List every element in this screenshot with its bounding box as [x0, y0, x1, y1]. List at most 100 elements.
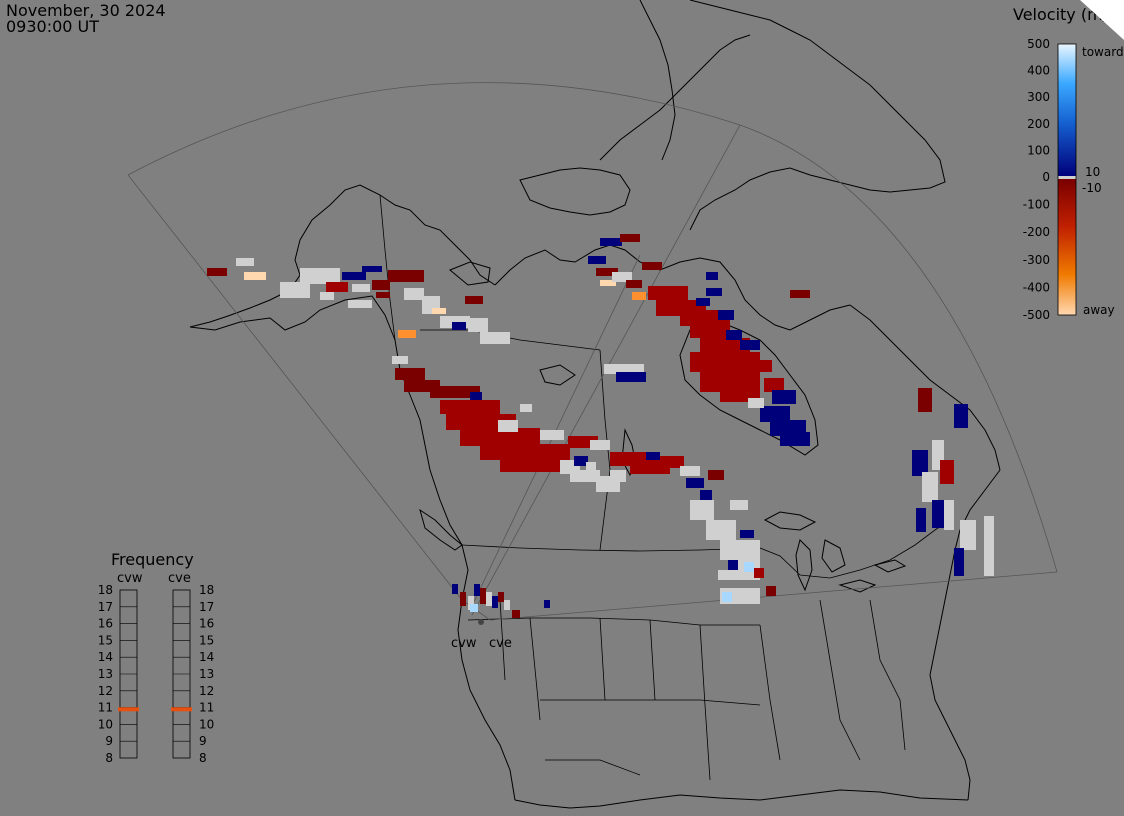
scatter-cell: [544, 600, 550, 608]
scatter-cell: [696, 298, 710, 306]
colorbar-toward-segment: [1058, 44, 1076, 176]
station-label-cve: cve: [489, 636, 512, 651]
colorbar-tick-label: -200: [1023, 225, 1050, 239]
scatter-cell: [726, 330, 742, 340]
scatter-cell: [465, 296, 483, 304]
scatter-cell: [766, 586, 776, 596]
scatter-cell: [498, 592, 504, 602]
scatter-cell: [452, 584, 458, 594]
scatter-cell: [612, 272, 632, 282]
scatter-cell: [740, 340, 760, 350]
frequency-marker: [118, 707, 139, 712]
colorbar-tick-label: -300: [1023, 253, 1050, 267]
scatter-cell: [700, 372, 760, 392]
toward-label: toward: [1082, 45, 1124, 59]
scatter-cell: [600, 280, 616, 286]
scatter-cell: [620, 234, 640, 242]
scatter-cell: [244, 272, 266, 280]
scatter-cell: [430, 386, 480, 398]
scatter-cell: [540, 430, 564, 440]
scatter-cell: [236, 258, 254, 266]
scatter-cell: [718, 570, 732, 580]
scatter-cell: [722, 592, 732, 602]
scatter-cell: [690, 324, 730, 338]
scatter-cell: [207, 268, 227, 276]
scatter-cell: [748, 398, 764, 408]
scatter-cell: [680, 466, 700, 476]
scatter-cell: [342, 272, 366, 280]
state-borders: [467, 599, 906, 781]
scatter-cell: [648, 286, 688, 300]
colorbar-tick-label: -500: [1023, 308, 1050, 322]
scatter-cell: [940, 460, 954, 484]
frequency-scale-label-right: 12: [199, 684, 214, 698]
frequency-panel: Frequency cvw cve 18 18 17 17 16 16 15 15 14 14 13…: [98, 550, 215, 765]
frequency-scale-label-right: 11: [199, 701, 214, 715]
scatter-cell: [280, 282, 310, 298]
frequency-radar-cve: cve: [168, 571, 191, 586]
scatter-cell: [326, 282, 348, 292]
time-label: 0930:00 UT: [6, 17, 99, 36]
scatter-cell: [754, 568, 764, 578]
frequency-scale-label-right: 14: [199, 650, 214, 664]
scatter-cell: [984, 516, 994, 576]
alaska-peninsula: [189, 184, 496, 328]
scatter-cell: [474, 584, 480, 596]
scatter-cell: [596, 268, 618, 276]
scatter-cell: [512, 610, 520, 618]
frequency-scale-label-left: 18: [98, 583, 113, 597]
scatter-cell: [708, 470, 724, 480]
colorbar-tick-label: 300: [1027, 90, 1050, 104]
great-bear-lake: [449, 261, 491, 286]
scatter-cell: [574, 456, 588, 466]
scatter-cell: [468, 596, 474, 610]
scatter-cell: [480, 332, 510, 344]
colorbar-tick-label: 0: [1042, 170, 1050, 184]
great-lakes-ontario: [873, 559, 907, 573]
scatter-cell: [520, 404, 532, 412]
scatter-cell: [460, 428, 540, 446]
gulf-coast: [514, 789, 969, 809]
scatter-cell: [300, 268, 340, 284]
scatter-cell: [348, 300, 372, 308]
frequency-scale-label-left: 11: [98, 701, 113, 715]
scatter-cell: [690, 352, 760, 372]
colorbar-ticks: 500 400 300 200 100 0 -100 -200 -300 -400 -500: [1023, 37, 1050, 322]
scatter-cell: [392, 356, 408, 364]
station-label-cvw: cvw: [451, 636, 477, 651]
colorbar-frame: [1057, 43, 1077, 316]
scatter-cell: [398, 330, 416, 338]
scatter-cell: [362, 266, 382, 272]
coastlines: [189, 0, 1001, 809]
scatter-cell: [764, 378, 784, 392]
great-slave-lake: [539, 364, 576, 386]
frequency-scale-label-right: 8: [199, 751, 207, 765]
alaska-canada-border: [379, 194, 396, 341]
ellesmere: [599, 34, 751, 161]
great-lakes-huron: [821, 539, 846, 573]
frequency-marker: [171, 707, 192, 712]
frequency-scale-label-right: 17: [199, 600, 214, 614]
arctic-coast: [494, 244, 851, 331]
inner-label-pos: 10: [1085, 165, 1100, 179]
scatter-cell: [706, 288, 722, 296]
colorbar-away-segment: [1058, 179, 1076, 315]
scatter-cell: [918, 388, 932, 412]
scatter-cell: [500, 460, 560, 472]
scatter-cell: [960, 520, 976, 550]
scatter-cell: [632, 292, 646, 300]
scatter-cell: [922, 472, 938, 502]
scatter-cell: [588, 256, 606, 264]
scatter-cell: [372, 280, 390, 290]
inner-label-neg: -10: [1082, 181, 1102, 195]
scatter-cell: [498, 420, 518, 432]
scatter-cell: [320, 292, 334, 300]
frequency-scale-label-left: 9: [105, 734, 113, 748]
scatter-cell: [740, 530, 754, 538]
north-america-west-coast: [189, 295, 516, 801]
great-lakes-superior: [763, 511, 817, 531]
scatter-cell: [700, 338, 750, 354]
great-lakes-michigan: [795, 539, 813, 592]
colorbar-tick-label: -100: [1023, 198, 1050, 212]
